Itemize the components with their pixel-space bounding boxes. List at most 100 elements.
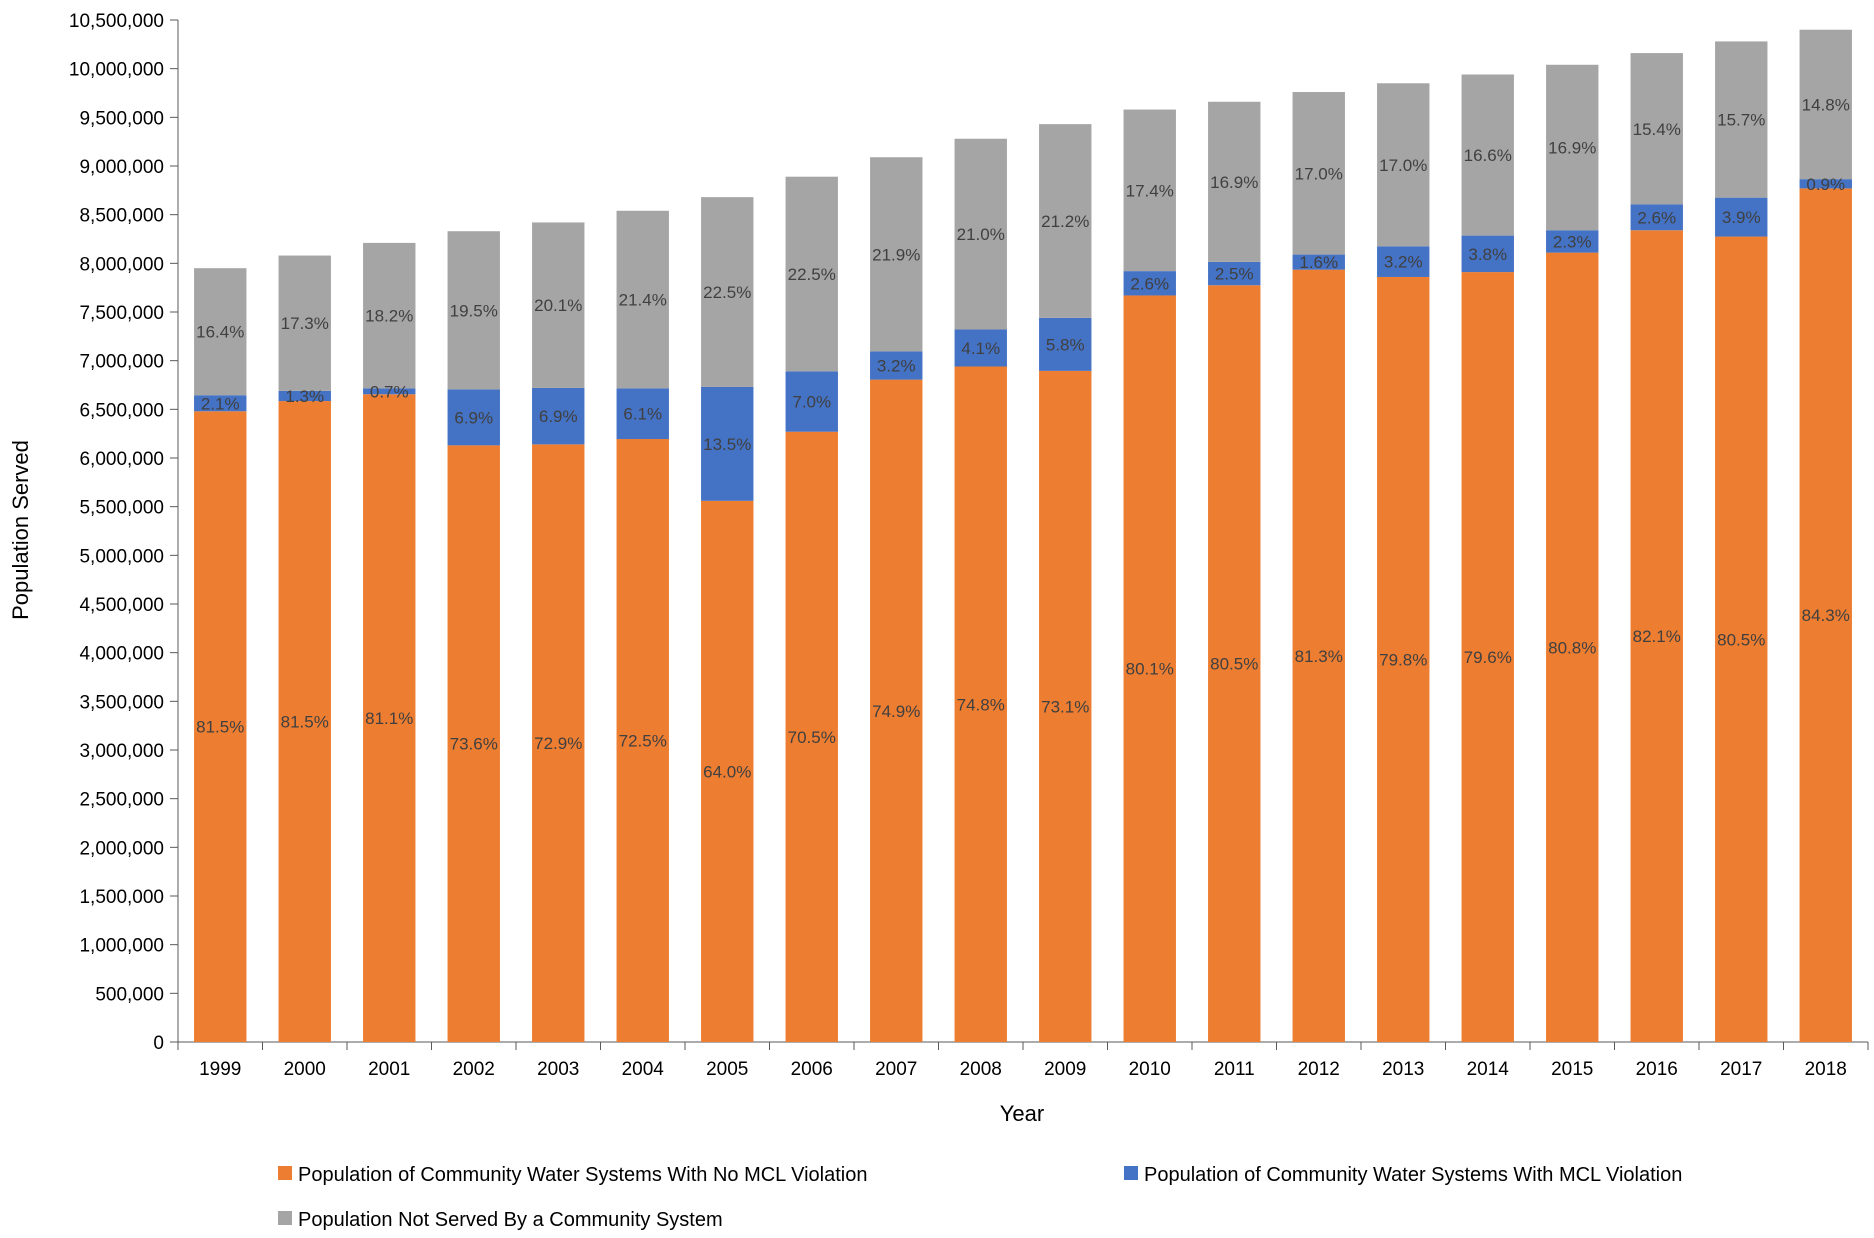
- x-tick-label: 2013: [1382, 1059, 1424, 1080]
- data-label: 80.5%: [1210, 655, 1258, 674]
- x-axis-title: Year: [1000, 1101, 1044, 1126]
- bar-segment: [1461, 74, 1514, 236]
- data-label: 73.6%: [450, 735, 498, 754]
- data-label: 2.6%: [1130, 274, 1169, 293]
- data-label: 21.9%: [872, 245, 920, 264]
- bar-segment: [1208, 285, 1261, 1042]
- legend: Population of Community Water Systems Wi…: [278, 1164, 1682, 1231]
- y-tick-label: 7,500,000: [79, 303, 164, 324]
- bar-segment: [616, 388, 669, 440]
- data-label: 80.5%: [1717, 630, 1765, 649]
- bar-segment: [194, 268, 247, 396]
- bar-segment: [447, 389, 500, 446]
- bar-segment: [1377, 83, 1430, 247]
- data-label: 79.6%: [1464, 648, 1512, 667]
- bar-segment: [1799, 179, 1852, 189]
- bar-segment: [1715, 236, 1768, 1043]
- x-tick-label: 2000: [284, 1059, 326, 1080]
- legend-label: Population Not Served By a Community Sys…: [298, 1209, 723, 1231]
- data-label: 17.4%: [1126, 181, 1174, 200]
- x-tick-label: 2007: [875, 1059, 917, 1080]
- data-label: 64.0%: [703, 762, 751, 781]
- y-tick-label: 10,000,000: [69, 60, 164, 81]
- y-tick-label: 2,500,000: [79, 790, 164, 811]
- bar-segment: [1546, 230, 1599, 253]
- bar-segment: [447, 445, 500, 1042]
- y-tick-label: 2,000,000: [79, 838, 164, 859]
- data-label: 80.1%: [1126, 660, 1174, 679]
- x-tick-label: 2018: [1805, 1059, 1847, 1080]
- y-axis-title: Population Served: [8, 440, 33, 620]
- bar-segment: [194, 395, 247, 412]
- bar-segment: [1630, 204, 1683, 231]
- bar-segment: [870, 379, 923, 1042]
- bar-segment: [1292, 92, 1345, 255]
- bar-segment: [194, 411, 247, 1042]
- data-label: 2.3%: [1553, 232, 1592, 251]
- bar-segment: [870, 351, 923, 380]
- data-label: 6.9%: [539, 407, 578, 426]
- data-label: 4.1%: [961, 339, 1000, 358]
- data-label: 74.9%: [872, 702, 920, 721]
- y-tick-label: 10,500,000: [69, 11, 164, 32]
- data-label: 7.0%: [792, 393, 831, 412]
- data-label: 72.9%: [534, 734, 582, 753]
- y-tick-label: 6,500,000: [79, 400, 164, 421]
- bar-segment: [278, 255, 331, 391]
- x-tick-label: 2016: [1636, 1059, 1678, 1080]
- data-label: 72.5%: [619, 732, 667, 751]
- bar-segment: [701, 500, 754, 1042]
- data-label: 74.8%: [957, 695, 1005, 714]
- bar-segment: [1039, 124, 1092, 318]
- x-tick-label: 2011: [1214, 1059, 1255, 1080]
- bar-segment: [870, 157, 923, 352]
- bar-segment: [954, 329, 1007, 367]
- data-label: 16.9%: [1548, 139, 1596, 158]
- y-tick-label: 3,000,000: [79, 741, 164, 762]
- data-label: 82.1%: [1633, 627, 1681, 646]
- data-label: 73.1%: [1041, 697, 1089, 716]
- data-label: 22.5%: [788, 265, 836, 284]
- data-label: 6.9%: [454, 408, 493, 427]
- data-label: 0.7%: [370, 382, 409, 401]
- bar-segment: [1546, 64, 1599, 231]
- bar-segment: [1377, 276, 1430, 1043]
- data-label: 16.6%: [1464, 146, 1512, 165]
- data-label: 18.2%: [365, 307, 413, 326]
- legend-swatch: [278, 1166, 292, 1180]
- data-label: 70.5%: [788, 728, 836, 747]
- bar-segment: [1039, 317, 1092, 371]
- data-label: 1.3%: [285, 387, 324, 406]
- x-tick-label: 2001: [368, 1059, 410, 1080]
- bar-segment: [616, 210, 669, 389]
- y-tick-label: 4,500,000: [79, 595, 164, 616]
- bar-segment: [363, 394, 416, 1042]
- bar-segment: [785, 176, 838, 372]
- data-label: 13.5%: [703, 435, 751, 454]
- data-label: 81.1%: [365, 709, 413, 728]
- data-label: 16.9%: [1210, 173, 1258, 192]
- data-label: 17.0%: [1295, 164, 1343, 183]
- data-label: 20.1%: [534, 296, 582, 315]
- y-tick-label: 0: [153, 1033, 164, 1054]
- bar-segment: [954, 138, 1007, 330]
- y-tick-label: 1,500,000: [79, 887, 164, 908]
- y-tick-label: 7,000,000: [79, 352, 164, 373]
- data-label: 3.9%: [1722, 208, 1761, 227]
- y-tick-label: 5,000,000: [79, 546, 164, 567]
- data-label: 2.1%: [201, 394, 240, 413]
- bar-segment: [1630, 53, 1683, 205]
- bar-segment: [1715, 197, 1768, 237]
- y-tick-label: 8,500,000: [79, 206, 164, 227]
- bar-segment: [363, 388, 416, 395]
- x-tick-label: 2004: [622, 1059, 665, 1080]
- data-label: 17.3%: [281, 314, 329, 333]
- y-tick-label: 5,500,000: [79, 498, 164, 519]
- bar-segment: [278, 401, 331, 1042]
- bar-segment: [1292, 254, 1345, 270]
- bar-segment: [1123, 109, 1176, 272]
- bar-segment: [1208, 101, 1261, 262]
- y-tick-label: 9,500,000: [79, 108, 164, 129]
